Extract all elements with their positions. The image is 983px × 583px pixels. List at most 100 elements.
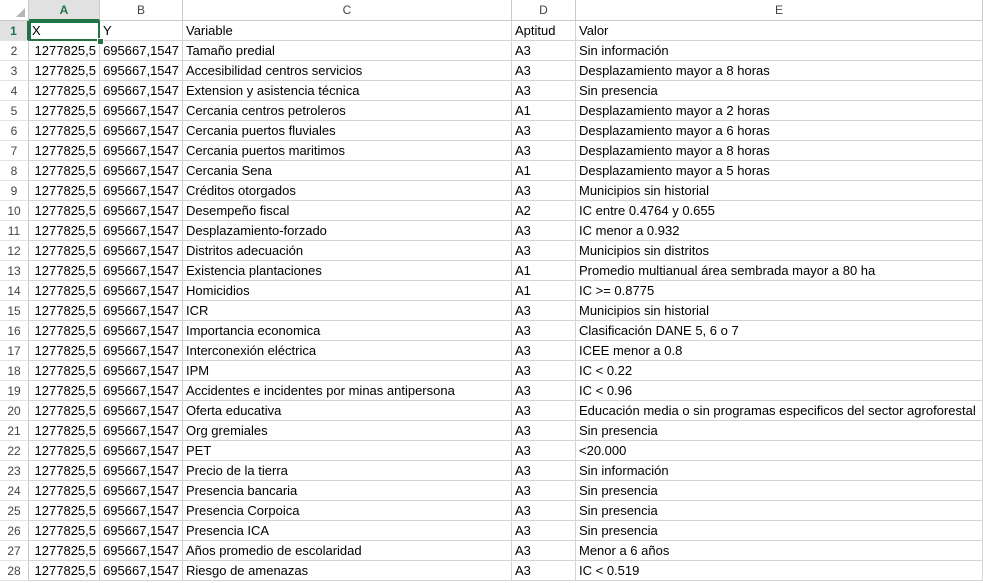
cell-b[interactable]: 695667,1547 [100,461,183,481]
cell-b[interactable]: 695667,1547 [100,421,183,441]
cell-b[interactable]: 695667,1547 [100,441,183,461]
cell-b[interactable]: 695667,1547 [100,481,183,501]
cell-a[interactable]: 1277825,5 [29,381,100,401]
cell-a[interactable]: 1277825,5 [29,261,100,281]
cell-e[interactable]: Desplazamiento mayor a 8 horas [576,141,983,161]
cell-e[interactable]: Sin presencia [576,81,983,101]
cell-d[interactable]: A1 [512,281,576,301]
cell-e[interactable]: Sin presencia [576,421,983,441]
cell-d[interactable]: A3 [512,361,576,381]
cell-c[interactable]: Homicidios [183,281,512,301]
row-header[interactable]: 18 [0,361,29,381]
column-header-c[interactable]: C [183,0,512,21]
cell-b[interactable]: Y [100,21,183,41]
cell-d[interactable]: A3 [512,401,576,421]
cell-a[interactable]: 1277825,5 [29,221,100,241]
cell-e[interactable]: Sin presencia [576,521,983,541]
cell-d[interactable]: A3 [512,301,576,321]
cell-e[interactable]: Clasificación DANE 5, 6 o 7 [576,321,983,341]
cell-c[interactable]: Existencia plantaciones [183,261,512,281]
cell-e[interactable]: Municipios sin historial [576,181,983,201]
cell-b[interactable]: 695667,1547 [100,301,183,321]
cell-d[interactable]: A3 [512,321,576,341]
cell-a[interactable]: 1277825,5 [29,541,100,561]
cell-c[interactable]: Precio de la tierra [183,461,512,481]
cell-c[interactable]: Oferta educativa [183,401,512,421]
cell-e[interactable]: Desplazamiento mayor a 8 horas [576,61,983,81]
cell-a[interactable]: 1277825,5 [29,401,100,421]
cell-c[interactable]: Interconexión eléctrica [183,341,512,361]
cell-a[interactable]: 1277825,5 [29,421,100,441]
row-header[interactable]: 9 [0,181,29,201]
cell-d[interactable]: A3 [512,121,576,141]
cell-a[interactable]: 1277825,5 [29,501,100,521]
fill-handle[interactable] [97,38,104,45]
cell-b[interactable]: 695667,1547 [100,101,183,121]
cell-d[interactable]: A2 [512,201,576,221]
cell-e[interactable]: IC >= 0.8775 [576,281,983,301]
cell-b[interactable]: 695667,1547 [100,541,183,561]
cell-e[interactable]: <20.000 [576,441,983,461]
cell-d[interactable]: A3 [512,481,576,501]
cell-e[interactable]: Sin información [576,41,983,61]
cell-e[interactable]: Desplazamiento mayor a 6 horas [576,121,983,141]
cell-a[interactable]: 1277825,5 [29,441,100,461]
column-header-e[interactable]: E [576,0,983,21]
cell-c[interactable]: IPM [183,361,512,381]
cell-c[interactable]: Org gremiales [183,421,512,441]
row-header[interactable]: 28 [0,561,29,581]
cell-d[interactable]: A3 [512,141,576,161]
cell-b[interactable]: 695667,1547 [100,321,183,341]
cell-c[interactable]: Importancia economica [183,321,512,341]
cell-d[interactable]: A3 [512,381,576,401]
cell-e[interactable]: IC menor a 0.932 [576,221,983,241]
row-header[interactable]: 6 [0,121,29,141]
cell-b[interactable]: 695667,1547 [100,381,183,401]
cell-a[interactable]: 1277825,5 [29,201,100,221]
cell-b[interactable]: 695667,1547 [100,41,183,61]
row-header[interactable]: 26 [0,521,29,541]
cell-b[interactable]: 695667,1547 [100,161,183,181]
cell-b[interactable]: 695667,1547 [100,341,183,361]
row-header[interactable]: 4 [0,81,29,101]
cell-e[interactable]: Valor [576,21,983,41]
cell-a[interactable]: 1277825,5 [29,481,100,501]
cell-c[interactable]: Tamaño predial [183,41,512,61]
cell-c[interactable]: ICR [183,301,512,321]
cell-a[interactable]: 1277825,5 [29,101,100,121]
column-header-d[interactable]: D [512,0,576,21]
cell-c[interactable]: Cercania puertos maritimos [183,141,512,161]
row-header[interactable]: 22 [0,441,29,461]
cell-c[interactable]: Accesibilidad centros servicios [183,61,512,81]
cell-c[interactable]: Distritos adecuación [183,241,512,261]
cell-c[interactable]: Años promedio de escolaridad [183,541,512,561]
cell-c[interactable]: Variable [183,21,512,41]
cell-a[interactable]: 1277825,5 [29,41,100,61]
cell-e[interactable]: Municipios sin historial [576,301,983,321]
cell-d[interactable]: A3 [512,61,576,81]
cell-d[interactable]: A3 [512,241,576,261]
select-all-corner[interactable] [0,0,29,21]
cell-d[interactable]: A3 [512,221,576,241]
cell-d[interactable]: A3 [512,501,576,521]
cell-b[interactable]: 695667,1547 [100,61,183,81]
cell-c[interactable]: PET [183,441,512,461]
cell-d[interactable]: Aptitud [512,21,576,41]
row-header[interactable]: 21 [0,421,29,441]
cell-d[interactable]: A1 [512,101,576,121]
row-header[interactable]: 15 [0,301,29,321]
row-header[interactable]: 23 [0,461,29,481]
row-header[interactable]: 5 [0,101,29,121]
cell-c[interactable]: Cercania Sena [183,161,512,181]
cell-d[interactable]: A3 [512,341,576,361]
cell-d[interactable]: A3 [512,521,576,541]
cell-b[interactable]: 695667,1547 [100,521,183,541]
column-header-a[interactable]: A [29,0,100,21]
cell-b[interactable]: 695667,1547 [100,241,183,261]
cell-d[interactable]: A3 [512,461,576,481]
cell-a[interactable]: 1277825,5 [29,361,100,381]
cell-c[interactable]: Riesgo de amenazas [183,561,512,581]
row-header[interactable]: 14 [0,281,29,301]
cell-c[interactable]: Presencia ICA [183,521,512,541]
